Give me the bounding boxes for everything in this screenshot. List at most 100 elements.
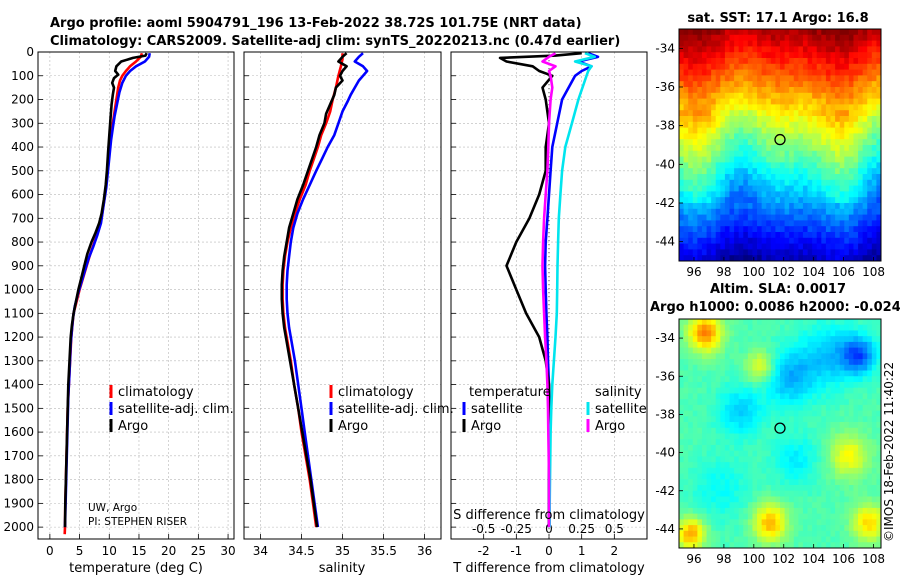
map-cell (711, 150, 717, 157)
map-cell (793, 467, 799, 474)
map-cell (871, 353, 877, 360)
map-cell (752, 87, 758, 94)
map-cell (701, 116, 707, 123)
map-cell (807, 324, 813, 331)
map-cell (853, 58, 859, 65)
map-cell (789, 156, 795, 163)
map-cell (825, 525, 831, 532)
map-cell (802, 347, 808, 354)
map-cell (738, 162, 744, 169)
map-cell (780, 203, 785, 210)
map-cell (825, 104, 831, 111)
depth-tick-label: 800 (11, 235, 34, 249)
map-cell (871, 87, 877, 94)
map-cell (715, 162, 721, 169)
map-cell (757, 485, 763, 492)
map-cell (720, 92, 726, 99)
map-cell (706, 220, 712, 227)
map-cell (784, 507, 790, 515)
map-cell (729, 116, 735, 123)
map-cell (766, 410, 772, 417)
map-cell (789, 439, 795, 446)
map-cell (701, 104, 707, 111)
map-cell (807, 208, 813, 215)
map-cell (780, 249, 785, 256)
map-cell (761, 376, 767, 383)
map-cell (720, 427, 726, 434)
map-cell (839, 98, 845, 105)
map-cell (715, 353, 721, 360)
map-cell (752, 92, 758, 99)
plot-frame (450, 51, 648, 540)
map-cell (793, 63, 799, 70)
map-cell (752, 40, 758, 47)
map-cell (848, 168, 854, 175)
map-cell (876, 513, 882, 520)
map-cell (729, 139, 735, 146)
map-cell (715, 427, 721, 434)
map-cell (812, 46, 818, 53)
map-cell (747, 220, 753, 227)
map-cell (835, 69, 841, 76)
map-cell (738, 393, 744, 400)
map-cell (798, 456, 804, 463)
map-cell (835, 507, 841, 515)
map-cell (775, 121, 781, 128)
depth-tick-label: 1000 (3, 283, 34, 297)
map-cell (848, 341, 854, 349)
map-cell (770, 75, 776, 82)
map-cell (706, 467, 712, 474)
map-cell (743, 410, 749, 417)
map-cell (770, 98, 776, 105)
map-cell (858, 104, 864, 111)
map-cell (825, 52, 831, 59)
map-cell (688, 387, 694, 394)
map-cell (853, 156, 859, 163)
map-cell (679, 502, 684, 509)
map-cell (848, 191, 854, 198)
map-cell (775, 116, 781, 123)
map-cell (752, 110, 758, 117)
map-cell (802, 353, 808, 360)
map-cell (862, 81, 868, 88)
map-cell (738, 381, 744, 389)
map-cell (821, 116, 827, 123)
map-cell (793, 162, 799, 169)
map-cell (757, 179, 763, 186)
map-cell (798, 121, 804, 128)
map-cell (688, 162, 694, 169)
map-cell (839, 220, 845, 227)
map-cell (720, 341, 726, 349)
map-cell (844, 347, 850, 354)
map-cell (724, 341, 730, 349)
map-cell (692, 63, 698, 70)
map-cell (816, 387, 822, 394)
map-cell (692, 46, 698, 53)
map-cell (802, 92, 808, 99)
map-cell (734, 92, 740, 99)
map-cell (867, 507, 873, 515)
map-cell (784, 330, 790, 337)
map-cell (858, 422, 864, 429)
map-cell (830, 404, 836, 412)
map-cell (724, 370, 730, 377)
map-cell (775, 133, 781, 140)
map-cell (738, 439, 744, 446)
map-cell (724, 467, 730, 474)
map-cell (876, 203, 882, 210)
map-cell (766, 255, 772, 262)
map-cell (816, 330, 822, 337)
map-cell (862, 422, 868, 429)
map-cell (729, 174, 735, 181)
map-cell (752, 330, 758, 337)
map-cell (711, 46, 717, 53)
map-cell (793, 232, 799, 239)
map-cell (715, 116, 721, 123)
map-cell (688, 444, 694, 452)
map-cell (871, 416, 877, 423)
map-cell (715, 364, 721, 371)
map-cell (812, 467, 818, 474)
map-cell (752, 168, 758, 175)
map-cell (848, 255, 854, 262)
map-cell (780, 104, 785, 111)
